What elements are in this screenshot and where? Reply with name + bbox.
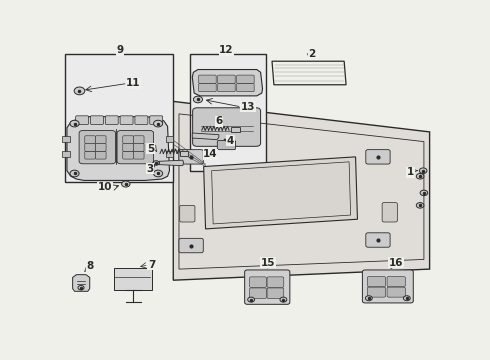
Circle shape	[194, 96, 202, 103]
Circle shape	[70, 170, 79, 177]
Polygon shape	[73, 275, 90, 291]
FancyBboxPatch shape	[96, 144, 106, 151]
Circle shape	[416, 203, 424, 208]
Bar	[180, 151, 188, 156]
Bar	[62, 151, 70, 157]
FancyBboxPatch shape	[133, 136, 144, 144]
FancyBboxPatch shape	[117, 131, 153, 164]
FancyBboxPatch shape	[85, 151, 96, 159]
FancyBboxPatch shape	[387, 287, 405, 297]
FancyBboxPatch shape	[218, 140, 236, 150]
Circle shape	[153, 120, 163, 127]
FancyBboxPatch shape	[382, 203, 397, 222]
FancyBboxPatch shape	[218, 75, 235, 84]
Text: 5: 5	[147, 144, 154, 153]
Text: 16: 16	[389, 258, 403, 268]
FancyBboxPatch shape	[218, 84, 235, 92]
FancyBboxPatch shape	[249, 277, 267, 287]
Text: 7: 7	[148, 260, 155, 270]
FancyBboxPatch shape	[366, 150, 390, 164]
Bar	[231, 127, 240, 132]
Circle shape	[74, 87, 85, 95]
Text: 15: 15	[261, 258, 275, 268]
FancyBboxPatch shape	[85, 136, 96, 144]
Circle shape	[122, 181, 130, 187]
FancyBboxPatch shape	[180, 205, 195, 222]
FancyBboxPatch shape	[150, 116, 163, 125]
FancyBboxPatch shape	[199, 84, 216, 92]
FancyBboxPatch shape	[123, 136, 133, 144]
FancyBboxPatch shape	[120, 116, 133, 125]
Text: 3: 3	[146, 164, 153, 174]
FancyBboxPatch shape	[96, 136, 106, 144]
Text: 2: 2	[308, 49, 316, 59]
FancyBboxPatch shape	[79, 131, 116, 164]
FancyBboxPatch shape	[123, 144, 133, 151]
Bar	[190, 54, 267, 171]
FancyBboxPatch shape	[267, 277, 284, 287]
Circle shape	[78, 285, 84, 290]
FancyBboxPatch shape	[245, 270, 290, 304]
Polygon shape	[159, 160, 184, 166]
Text: 10: 10	[98, 183, 112, 192]
Bar	[62, 136, 70, 141]
FancyBboxPatch shape	[133, 151, 144, 159]
Circle shape	[280, 297, 287, 302]
Circle shape	[420, 190, 428, 195]
Text: 11: 11	[126, 78, 141, 89]
FancyBboxPatch shape	[249, 288, 267, 298]
FancyBboxPatch shape	[366, 233, 390, 247]
Text: 8: 8	[86, 261, 94, 271]
Text: 6: 6	[216, 116, 223, 126]
Circle shape	[248, 297, 254, 302]
FancyBboxPatch shape	[123, 151, 133, 159]
Polygon shape	[192, 133, 219, 140]
FancyBboxPatch shape	[387, 276, 405, 287]
Circle shape	[153, 161, 159, 165]
Text: 4: 4	[227, 136, 234, 146]
Polygon shape	[204, 157, 358, 229]
FancyBboxPatch shape	[96, 151, 106, 159]
FancyBboxPatch shape	[199, 75, 216, 84]
FancyBboxPatch shape	[179, 150, 203, 164]
Circle shape	[419, 168, 427, 174]
Polygon shape	[67, 117, 170, 180]
FancyBboxPatch shape	[363, 270, 413, 303]
Text: 14: 14	[203, 149, 218, 159]
Text: 9: 9	[117, 45, 123, 55]
Bar	[166, 151, 173, 157]
Text: 12: 12	[219, 45, 234, 55]
FancyBboxPatch shape	[133, 144, 144, 151]
FancyBboxPatch shape	[368, 287, 386, 297]
FancyBboxPatch shape	[193, 108, 261, 146]
FancyBboxPatch shape	[179, 238, 203, 253]
FancyBboxPatch shape	[91, 116, 103, 125]
FancyBboxPatch shape	[135, 116, 148, 125]
Circle shape	[416, 174, 424, 179]
FancyBboxPatch shape	[85, 144, 96, 151]
Circle shape	[153, 170, 163, 177]
Bar	[114, 268, 151, 291]
Bar	[166, 136, 173, 141]
Circle shape	[366, 296, 372, 301]
Polygon shape	[192, 69, 263, 96]
FancyBboxPatch shape	[368, 276, 386, 287]
FancyBboxPatch shape	[267, 288, 284, 298]
Circle shape	[403, 296, 410, 301]
FancyBboxPatch shape	[237, 84, 254, 92]
Text: 13: 13	[241, 102, 255, 112]
FancyBboxPatch shape	[237, 75, 254, 84]
Circle shape	[70, 120, 79, 127]
FancyBboxPatch shape	[105, 116, 118, 125]
FancyBboxPatch shape	[75, 116, 89, 125]
Polygon shape	[173, 102, 430, 280]
Bar	[65, 54, 173, 182]
Text: 1: 1	[407, 167, 414, 177]
